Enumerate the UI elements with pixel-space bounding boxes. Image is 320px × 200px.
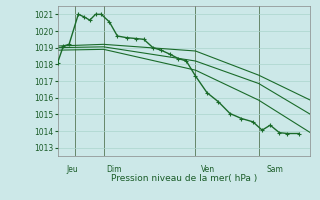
Text: Sam: Sam xyxy=(267,165,284,174)
Text: Jeu: Jeu xyxy=(67,165,78,174)
Text: Pression niveau de la mer( hPa ): Pression niveau de la mer( hPa ) xyxy=(111,174,257,183)
Text: Ven: Ven xyxy=(201,165,215,174)
Text: Dim: Dim xyxy=(106,165,121,174)
